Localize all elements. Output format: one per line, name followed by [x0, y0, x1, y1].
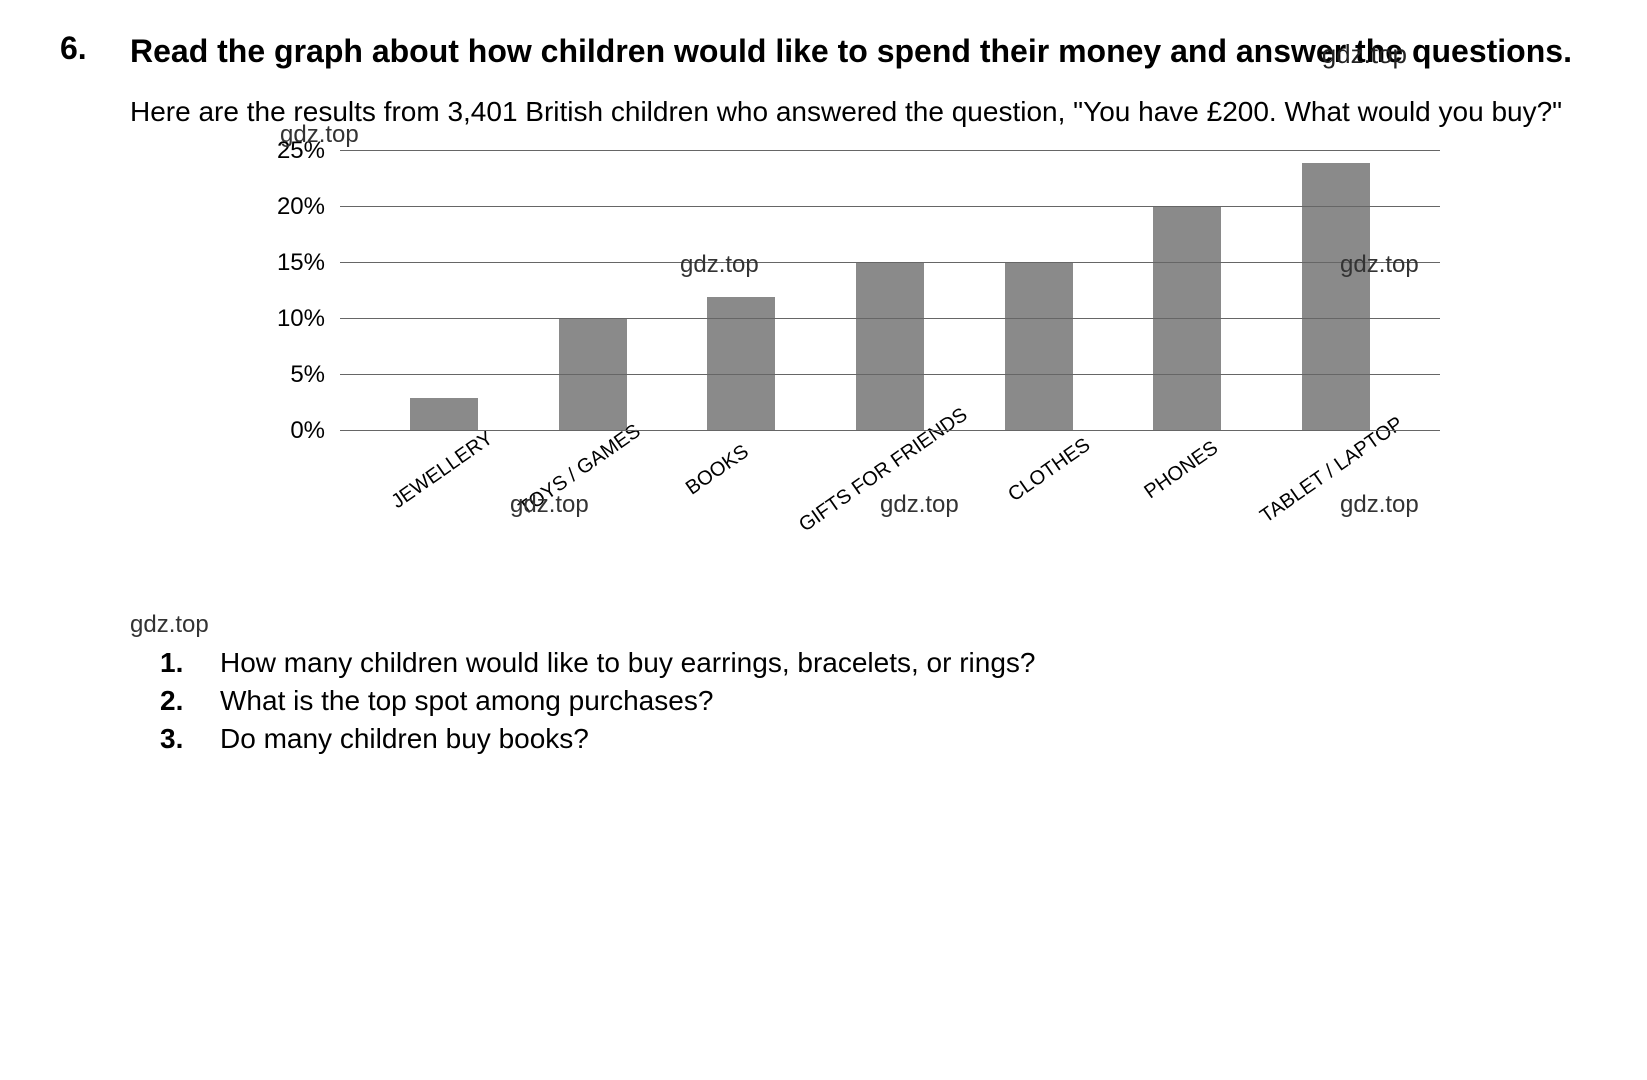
bar-slot	[816, 263, 965, 431]
x-axis-label: PHONES	[1121, 424, 1242, 519]
exercise-number: 6.	[60, 30, 110, 67]
y-axis-label: 10%	[277, 305, 325, 333]
chart-plot-area: JEWELLERYTOYS / GAMESBOOKSGIFTS FOR FRIE…	[340, 151, 1440, 431]
question-item: 2. What is the top spot among purchases?	[160, 685, 1587, 717]
gridline	[340, 206, 1440, 207]
bar-slot	[964, 263, 1113, 431]
y-axis-label: 15%	[277, 249, 325, 277]
gridline	[340, 318, 1440, 319]
bar	[856, 263, 924, 431]
x-axis-label: CLOTHES	[989, 424, 1110, 519]
y-axis-label: 0%	[290, 417, 325, 445]
bar-chart: JEWELLERYTOYS / GAMESBOOKSGIFTS FOR FRIE…	[260, 151, 1460, 571]
x-axis-label: TOYS / GAMES	[515, 420, 645, 521]
gridline	[340, 374, 1440, 375]
bar	[410, 398, 478, 432]
bars-container	[340, 151, 1440, 431]
question-text: Do many children buy books?	[220, 723, 1587, 755]
watermark-text: gdz.top	[130, 611, 1587, 639]
gridline	[340, 150, 1440, 151]
question-item: 3. Do many children buy books?	[160, 723, 1587, 755]
watermark-text: gdz.top	[880, 491, 959, 519]
bar-slot	[1261, 163, 1410, 432]
x-axis-label: JEWELLERY	[382, 424, 503, 519]
bar-slot	[1113, 207, 1262, 431]
exercise-header: 6. Read the graph about how children wou…	[60, 30, 1587, 72]
questions-block: gdz.top 1. How many children would like t…	[130, 611, 1587, 755]
y-axis-label: 25%	[277, 137, 325, 165]
question-text: How many children would like to buy earr…	[220, 647, 1587, 679]
x-axis-label: BOOKS	[657, 424, 778, 519]
bar-slot	[519, 319, 668, 431]
bar-slot	[370, 398, 519, 432]
bar	[1302, 163, 1370, 432]
bar	[1153, 207, 1221, 431]
x-axis-labels: JEWELLERYTOYS / GAMESBOOKSGIFTS FOR FRIE…	[340, 436, 1440, 484]
bar-slot	[667, 297, 816, 431]
intro-text: Here are the results from 3,401 British …	[130, 92, 1587, 131]
watermark-text: gdz.top	[1340, 491, 1419, 519]
y-axis-label: 20%	[277, 193, 325, 221]
question-number: 1.	[160, 647, 190, 679]
question-number: 2.	[160, 685, 190, 717]
question-item: 1. How many children would like to buy ea…	[160, 647, 1587, 679]
gridline	[340, 430, 1440, 431]
bar	[559, 319, 627, 431]
exercise-title: Read the graph about how children would …	[130, 30, 1587, 72]
gridline	[340, 262, 1440, 263]
y-axis-label: 5%	[290, 361, 325, 389]
question-number: 3.	[160, 723, 190, 755]
question-text: What is the top spot among purchases?	[220, 685, 1587, 717]
bar	[707, 297, 775, 431]
bar	[1005, 263, 1073, 431]
